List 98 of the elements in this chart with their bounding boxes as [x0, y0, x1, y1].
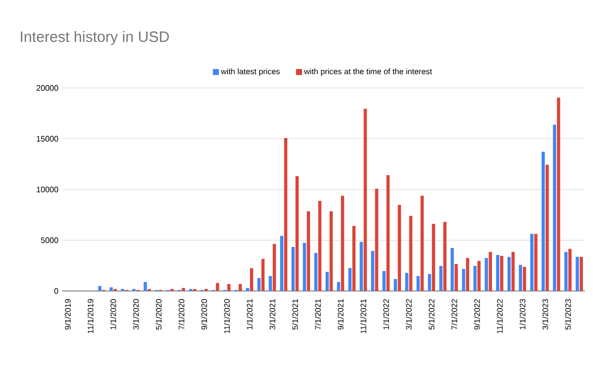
bar: [238, 284, 242, 291]
bar: [477, 260, 481, 291]
bar: [336, 282, 340, 291]
bar: [261, 258, 265, 291]
bar: [330, 211, 333, 291]
bar: [462, 268, 466, 291]
bar: [542, 152, 545, 291]
bar: [291, 246, 295, 291]
y-tick-label: 5000: [40, 237, 58, 244]
x-tick-label: 3/1/2022: [406, 299, 412, 330]
x-tick-label: 7/1/2021: [314, 299, 321, 330]
bar: [409, 216, 412, 291]
x-tick-label: 11/1/2019: [87, 299, 94, 334]
x-tick-label: 11/1/2021: [360, 299, 366, 334]
bar: [500, 256, 504, 291]
bar: [420, 196, 424, 291]
bar: [466, 258, 470, 291]
bar: [257, 278, 261, 291]
bar: [326, 272, 329, 291]
bar: [522, 266, 526, 291]
x-tick-label: 5/1/2020: [156, 299, 162, 330]
bar: [530, 234, 534, 291]
bar: [416, 276, 420, 291]
x-tick-label: 3/1/2021: [269, 299, 276, 330]
bar: [568, 248, 572, 291]
bar: [405, 272, 408, 291]
bar: [518, 264, 522, 291]
bar: [216, 282, 220, 291]
bar: [580, 256, 583, 291]
bar: [450, 248, 454, 291]
bar: [360, 242, 363, 291]
bar: [454, 264, 458, 291]
chart-title: Interest history in USD: [20, 31, 169, 45]
bar: [428, 274, 432, 291]
bar: [318, 200, 322, 291]
bar: [439, 266, 442, 291]
bar: [110, 287, 113, 291]
x-tick-label: 5/1/2023: [564, 299, 571, 330]
bar: [496, 254, 500, 291]
legend-label: with prices at the time of the interest: [304, 68, 432, 76]
bar: [488, 252, 492, 291]
bar: [250, 268, 254, 291]
bar: [432, 224, 436, 291]
bar: [576, 256, 579, 291]
y-tick-label: 10000: [36, 186, 58, 192]
bar: [98, 286, 102, 291]
bar: [314, 252, 318, 291]
x-tick-label: 11/1/2022: [496, 299, 503, 334]
bar: [443, 222, 446, 291]
bar: [534, 234, 538, 291]
bar: [546, 164, 549, 291]
bar: [295, 176, 299, 291]
x-tick-label: 7/1/2020: [178, 299, 184, 330]
y-tick-label: 15000: [36, 136, 58, 142]
bar: [371, 250, 374, 291]
bar: [340, 196, 344, 291]
x-tick-label: 3/1/2023: [542, 299, 548, 330]
bar: [364, 108, 367, 291]
bar: [564, 252, 568, 291]
bar: [375, 188, 378, 291]
bar: [272, 244, 276, 291]
x-tick-label: 11/1/2020: [224, 299, 230, 334]
y-tick-label: 20000: [36, 85, 58, 91]
bar: [394, 279, 397, 291]
x-tick-label: 1/1/2020: [110, 299, 116, 330]
bar: [484, 258, 488, 291]
bar: [227, 284, 230, 291]
x-tick-label: 9/1/2019: [64, 299, 71, 330]
bar: [306, 211, 310, 291]
bar: [352, 226, 356, 291]
legend-label: with latest prices: [220, 68, 280, 76]
bar: [280, 236, 284, 291]
bar: [507, 256, 511, 291]
bar: [348, 268, 352, 291]
bar: [144, 282, 147, 291]
bar: [302, 242, 306, 291]
x-tick-label: 9/1/2022: [474, 299, 480, 330]
x-tick-label: 9/1/2021: [338, 299, 344, 330]
x-tick-label: 3/1/2020: [132, 299, 139, 330]
bar: [246, 288, 250, 291]
bar: [182, 288, 185, 291]
x-tick-label: 1/1/2022: [383, 299, 389, 330]
bar: [382, 270, 386, 291]
x-tick-label: 1/1/2023: [520, 299, 526, 330]
bar: [552, 124, 556, 291]
bar: [268, 276, 272, 291]
bar: [556, 98, 560, 291]
x-tick-label: 5/1/2021: [292, 299, 298, 330]
x-tick-label: 7/1/2022: [451, 299, 458, 330]
bar: [386, 175, 390, 291]
x-tick-label: 1/1/2021: [246, 299, 253, 330]
bar: [284, 138, 288, 291]
y-tick-label: 0: [54, 288, 58, 294]
bar: [398, 204, 401, 291]
x-tick-label: 5/1/2022: [428, 299, 434, 330]
bar: [473, 266, 477, 291]
x-tick-label: 9/1/2020: [201, 299, 208, 330]
bar: [511, 252, 515, 291]
